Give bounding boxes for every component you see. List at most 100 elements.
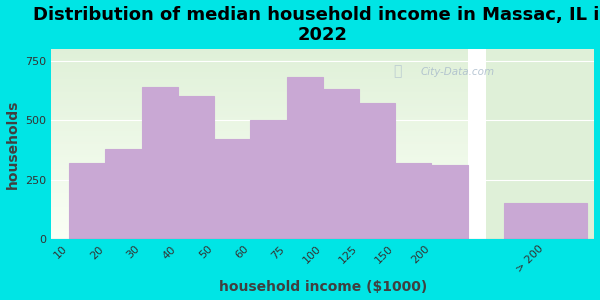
Bar [51,119,467,121]
Bar [51,83,467,85]
Bar [51,199,467,201]
Bar [51,74,467,75]
Bar [51,152,467,153]
Bar [51,70,467,71]
Bar [51,212,467,214]
Bar [51,96,467,98]
Bar [51,102,467,104]
Bar [51,68,467,70]
Bar [51,71,467,74]
Bar [51,224,467,226]
Text: City-Data.com: City-Data.com [421,67,494,76]
Bar [51,157,467,159]
Bar [51,193,467,195]
Bar [51,66,467,68]
Bar [51,127,467,129]
Bar [178,96,214,239]
Bar [51,214,467,216]
Bar [51,108,467,109]
Bar [51,163,467,165]
Bar [51,218,467,220]
Bar [51,176,467,178]
Bar [51,117,467,119]
Bar [51,138,467,140]
Bar [51,191,467,193]
Bar [51,153,467,155]
Bar [51,89,467,91]
Bar [51,85,467,87]
Bar [51,167,467,169]
Bar [51,64,467,66]
Bar [51,190,467,191]
Bar [51,172,467,174]
Bar [51,121,467,123]
Bar [51,231,467,233]
Bar [51,222,467,224]
Bar [51,178,467,180]
Bar [51,56,467,58]
Bar [51,49,467,51]
Bar [287,77,323,239]
Bar [51,144,467,146]
Bar [51,92,467,95]
Bar [51,184,467,186]
Bar [51,136,467,138]
Bar [51,129,467,130]
Bar [51,58,467,60]
Bar [69,163,106,239]
Bar [51,94,467,96]
Bar [51,155,467,157]
Bar [486,49,600,239]
Bar [51,203,467,205]
Bar [359,103,395,239]
Bar [51,81,467,83]
Bar [323,89,359,239]
Bar [51,106,467,108]
Bar [51,197,467,199]
Bar [51,134,467,136]
Bar [51,208,467,211]
Bar [51,98,467,100]
Bar [51,52,467,54]
Bar [51,77,467,79]
Text: ⦾: ⦾ [394,64,402,79]
Bar [51,125,467,127]
Bar [51,159,467,161]
Bar [51,60,467,62]
Bar [431,165,467,239]
Bar [51,188,467,190]
Bar [51,130,467,132]
Bar [51,226,467,228]
Bar [51,146,467,148]
Bar [51,150,467,152]
Bar [51,79,467,81]
Bar [51,182,467,184]
Title: Distribution of median household income in Massac, IL in
2022: Distribution of median household income … [33,6,600,44]
Bar [51,205,467,207]
Bar [106,148,142,239]
Bar [51,87,467,89]
Bar [51,123,467,125]
Bar [51,112,467,113]
Bar [51,233,467,235]
Bar [51,91,467,92]
Bar [51,142,467,144]
Bar [51,161,467,163]
Bar [51,100,467,102]
Bar [51,115,467,117]
Bar [214,139,250,239]
Bar [51,110,467,112]
Bar [51,170,467,172]
Bar [250,120,287,239]
Bar [51,201,467,203]
Y-axis label: households: households [5,99,20,188]
Bar [51,165,467,167]
Bar [51,104,467,106]
Bar [51,54,467,56]
Bar [51,113,467,115]
Bar [51,169,467,170]
Bar [51,186,467,188]
Bar [51,211,467,212]
Bar [51,140,467,142]
Bar [51,235,467,237]
